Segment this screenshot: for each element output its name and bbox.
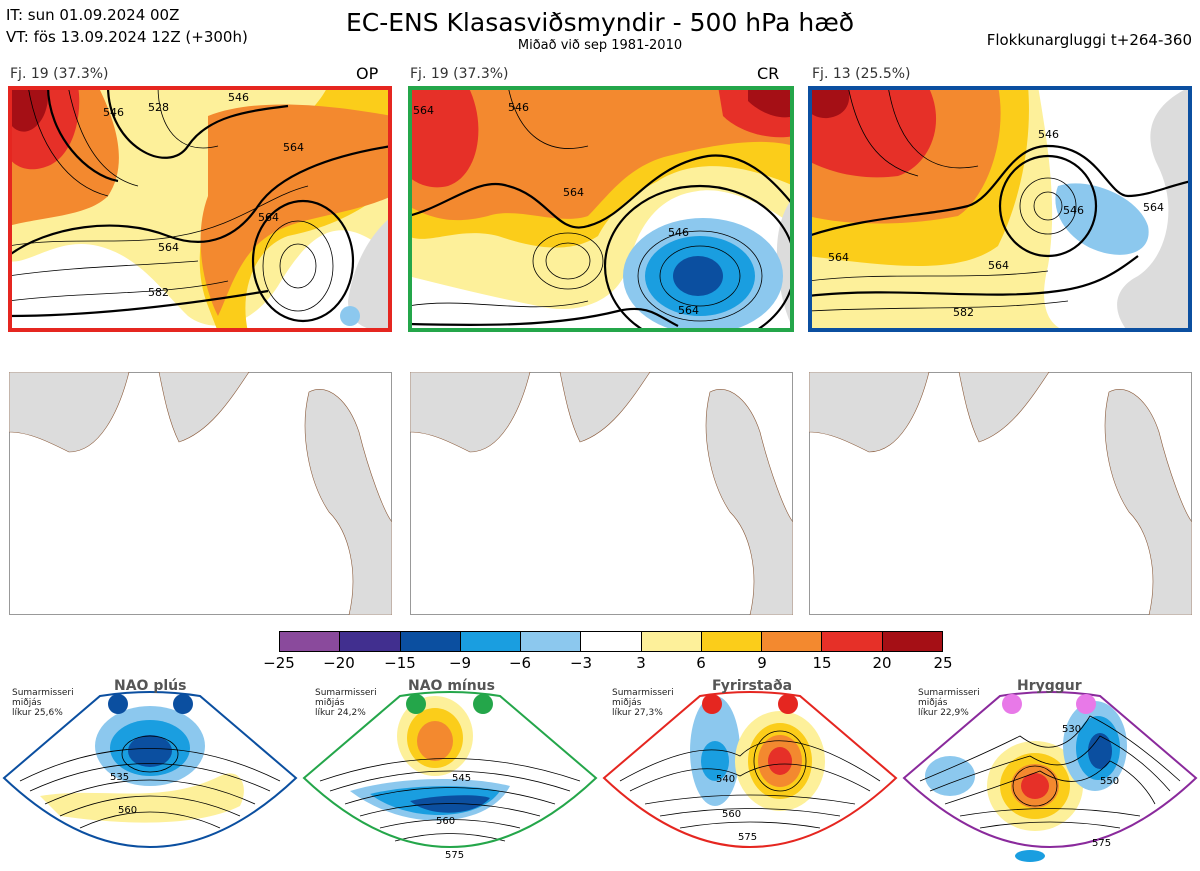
- colorbar-swatch: [340, 632, 401, 651]
- contour-label: 564: [158, 241, 179, 254]
- colorbar-tick: 15: [812, 654, 832, 672]
- contour-label: 564: [413, 104, 434, 117]
- regime-contour-label: 545: [452, 773, 471, 784]
- colorbar-swatch: [701, 632, 763, 651]
- empty-map-2: [410, 372, 793, 615]
- regime-contour-label: 540: [716, 774, 735, 785]
- colorbar-tick: −25: [263, 654, 295, 672]
- contour-label: 564: [678, 304, 699, 317]
- colorbar-swatch: [521, 632, 582, 651]
- contour-label: 546: [228, 91, 249, 104]
- colorbar-labels: −25 −20 −15 −9 −6 −3 3 6 9 15 20 25: [250, 654, 970, 674]
- regimes-row: 535 560 NAO plús Sumarmisseri miðjás lík…: [0, 676, 1200, 871]
- page-subtitle: Miðað við sep 1981-2010: [517, 38, 683, 53]
- header-info: IT: sun 01.09.2024 00Z VT: fös 13.09.202…: [6, 4, 248, 48]
- regime-meta-nao-plus: Sumarmisseri miðjás líkur 25,6%: [12, 688, 74, 718]
- contour-label: 564: [828, 251, 849, 264]
- colorbar-tick: −9: [448, 654, 472, 672]
- contour-label: 546: [508, 101, 529, 114]
- empty-map-1: [9, 372, 392, 615]
- contour-label: 582: [148, 286, 169, 299]
- initial-time: IT: sun 01.09.2024 00Z: [6, 6, 180, 24]
- panel-2-tag: CR: [757, 64, 780, 83]
- cluster-map-3: 546 546 564 564 564 582: [808, 86, 1192, 332]
- colorbar: [279, 631, 943, 652]
- regime-map-nao-minus: 545 560 575: [302, 691, 598, 861]
- regime-title-blocking: Fyrirstaða: [712, 678, 793, 694]
- colorbar-swatch: [822, 632, 883, 651]
- empty-map-3: [809, 372, 1192, 615]
- classification-window: Flokkunargluggi t+264-360: [986, 31, 1192, 49]
- regime-contour-label: 550: [1100, 776, 1119, 787]
- page-title: EC-ENS Klasasviðsmyndir - 500 hPa hæð: [345, 8, 855, 37]
- regime-contour-label: 560: [118, 805, 137, 816]
- regime-meta-ridge: Sumarmisseri miðjás líkur 22,9%: [918, 688, 980, 718]
- panel-1-tag: OP: [356, 64, 379, 83]
- colorbar-swatch: [882, 632, 942, 651]
- contour-label: 546: [668, 226, 689, 239]
- colorbar-swatch: [400, 632, 461, 651]
- contour-label: 564: [283, 141, 304, 154]
- colorbar-swatch: [280, 632, 341, 651]
- regime-contour-label: 575: [738, 832, 757, 843]
- regime-contour-label: 560: [436, 816, 455, 827]
- colorbar-tick: −15: [384, 654, 416, 672]
- cluster-map-1: 564 582 546 564 564 546 528: [8, 86, 392, 332]
- regime-map-ridge: 530 550 575: [902, 691, 1198, 862]
- contour-label: 528: [148, 101, 169, 114]
- regime-contour-label: 530: [1062, 724, 1081, 735]
- regime-contour-label: 535: [110, 772, 129, 783]
- regime-contour-label: 560: [722, 809, 741, 820]
- regime-map-nao-plus: 535 560: [2, 691, 298, 848]
- regime-contour-label: 575: [1092, 838, 1111, 849]
- regime-meta-nao-minus: Sumarmisseri miðjás líkur 24,2%: [315, 688, 377, 718]
- regime-meta-blocking: Sumarmisseri miðjás líkur 27,3%: [612, 688, 674, 718]
- regime-title-ridge: Hryggur: [1017, 678, 1082, 694]
- contour-label: 546: [1063, 204, 1084, 217]
- colorbar-tick: 6: [696, 654, 706, 672]
- colorbar-tick: 25: [933, 654, 953, 672]
- contour-label: 564: [988, 259, 1009, 272]
- regime-map-blocking: 540 560 575: [602, 691, 898, 848]
- colorbar-swatch: [581, 632, 642, 651]
- colorbar-tick: 20: [872, 654, 892, 672]
- valid-time: VT: fös 13.09.2024 12Z (+300h): [6, 28, 248, 46]
- colorbar-swatch: [460, 632, 522, 651]
- colorbar-tick: 9: [757, 654, 767, 672]
- panel-1-label: Fj. 19 (37.3%): [10, 66, 109, 82]
- colorbar-tick: −3: [569, 654, 593, 672]
- contour-label: 582: [953, 306, 974, 319]
- contour-label: 546: [1038, 128, 1059, 141]
- colorbar-tick: −20: [323, 654, 355, 672]
- cluster-map-2: 564 546 564 546 564: [408, 86, 794, 332]
- regime-title-nao-plus: NAO plús: [114, 678, 187, 694]
- panel-3-label: Fj. 13 (25.5%): [812, 66, 911, 82]
- regime-contour-label: 575: [445, 850, 464, 861]
- colorbar-tick: 3: [636, 654, 646, 672]
- contour-label: 546: [103, 106, 124, 119]
- contour-label: 564: [563, 186, 584, 199]
- colorbar-tick: −6: [508, 654, 532, 672]
- colorbar-swatch: [641, 632, 702, 651]
- contour-label: 564: [258, 211, 279, 224]
- regime-title-nao-minus: NAO mínus: [408, 678, 495, 694]
- contour-label: 564: [1143, 201, 1164, 214]
- colorbar-swatch: [762, 632, 823, 651]
- panel-2-label: Fj. 19 (37.3%): [410, 66, 509, 82]
